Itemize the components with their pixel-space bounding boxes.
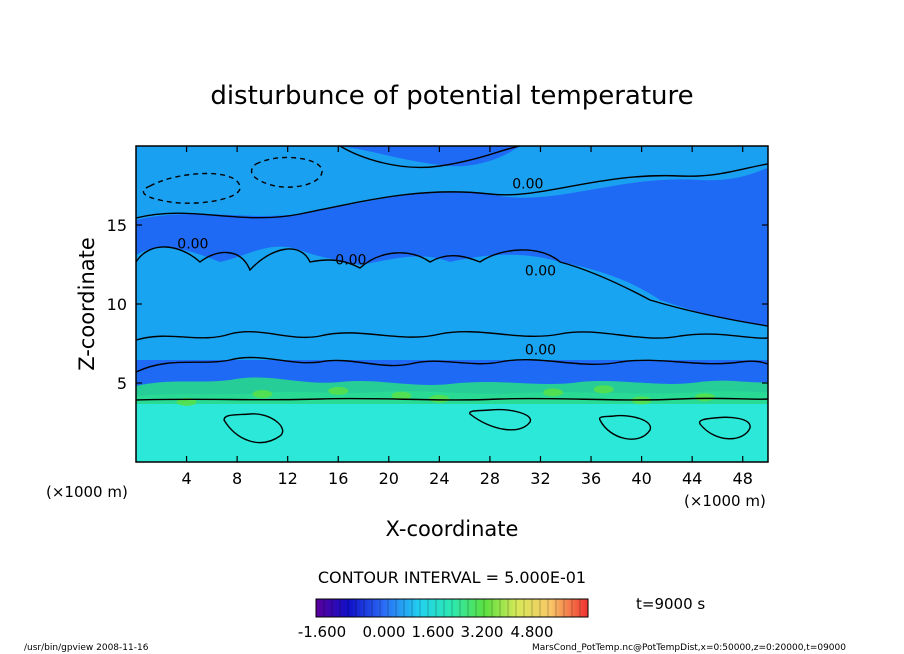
x-tick-label: 32	[530, 469, 550, 488]
plot-area: 0.00 0.00 0.00 0.00 0.00	[136, 146, 768, 462]
contour-label-3: 0.00	[525, 264, 556, 280]
x-tick-label: 40	[631, 469, 651, 488]
x-tick-label: 28	[480, 469, 500, 488]
hot-spot-3	[391, 391, 412, 400]
x-tick-label: 48	[733, 469, 753, 488]
contour-lines	[136, 146, 768, 444]
x-tick-label: 16	[328, 469, 348, 488]
colorbar-ticks: -1.600 0.000 1.600 3.200 4.800	[298, 623, 554, 641]
colorbar-segments	[323, 599, 581, 617]
colorbar-tick-label: 4.800	[511, 623, 554, 641]
hot-spot-1	[252, 390, 273, 399]
x-tick-label: 8	[232, 469, 242, 488]
y-axis: 5 10 15	[107, 216, 768, 393]
contour-label-4: 0.00	[525, 343, 556, 359]
contour-label-1: 0.00	[177, 237, 208, 253]
hot-spot-6	[593, 385, 614, 394]
x-axis: 4 8 12 16 20 24 28 32 36 40 44 48	[181, 146, 753, 488]
x-axis-label: X-coordinate	[386, 517, 519, 541]
colorbar-tick-label: -1.600	[298, 623, 346, 641]
x-tick-label: 4	[181, 469, 191, 488]
x-tick-label: 20	[379, 469, 399, 488]
x-tick-label: 24	[429, 469, 449, 488]
hot-spots	[176, 385, 715, 406]
contour-labels: 0.00 0.00 0.00 0.00 0.00	[177, 177, 556, 359]
contour-label-2: 0.00	[335, 253, 366, 269]
upper-weak-band	[136, 146, 768, 220]
x-tick-label: 12	[278, 469, 298, 488]
x-tick-label: 44	[682, 469, 702, 488]
x-tick-label: 36	[581, 469, 601, 488]
footer-right: MarsCond_PotTemp.nc@PotTempDist,x=0:5000…	[532, 643, 846, 653]
x-unit-right: (×1000 m)	[684, 492, 766, 510]
chart-title: disturbunce of potential temperature	[210, 81, 693, 111]
footer-left: /usr/bin/gpview 2008-11-16	[24, 643, 149, 653]
y-tick-label: 5	[117, 374, 127, 393]
contour-interval: CONTOUR INTERVAL = 5.000E-01	[318, 568, 586, 587]
time-label: t=9000 s	[636, 595, 705, 613]
colorbar-tick-label: 0.000	[363, 623, 406, 641]
mid-cloud-band	[136, 246, 768, 360]
y-axis-label: Z-coordinate	[75, 237, 99, 371]
hot-spot-8	[694, 393, 715, 402]
hot-spot-4	[429, 394, 450, 403]
contour-label-0: 0.00	[512, 177, 543, 193]
x-unit-left: (×1000 m)	[46, 483, 128, 501]
colorbar-tick-label: 3.200	[461, 623, 504, 641]
hot-spot-2	[328, 386, 349, 395]
colorbar-tick-label: 1.600	[412, 623, 455, 641]
hot-spot-5	[543, 388, 564, 397]
lower-layer	[136, 391, 768, 462]
y-tick-label: 15	[107, 216, 127, 235]
boundary-warm-band	[136, 377, 768, 404]
y-tick-label: 10	[107, 295, 127, 314]
